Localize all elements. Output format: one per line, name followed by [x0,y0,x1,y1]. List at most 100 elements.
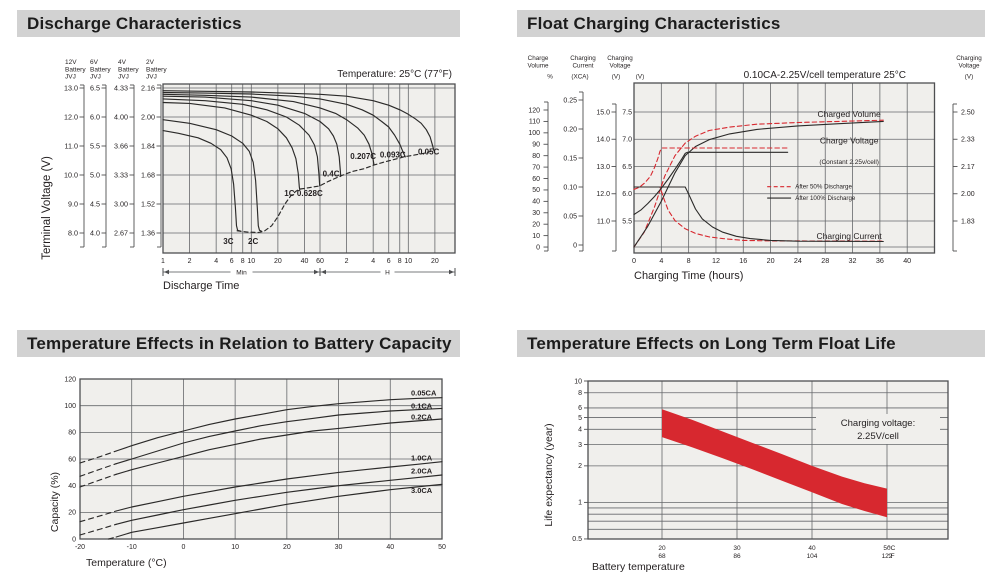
svg-text:60: 60 [68,456,76,463]
svg-text:8: 8 [687,256,691,265]
svg-text:4.5: 4.5 [90,200,100,209]
svg-text:4: 4 [214,258,218,265]
svg-text:11.0: 11.0 [597,218,610,225]
svg-text:9.0: 9.0 [68,200,78,209]
svg-text:14.0: 14.0 [596,137,610,144]
section-title: Discharge Characteristics [27,13,242,33]
svg-text:0.05: 0.05 [563,213,577,220]
svg-text:30: 30 [335,544,343,551]
section-title: Temperature Effects in Relation to Batte… [27,333,452,353]
svg-text:0: 0 [573,242,577,249]
svg-text:After 100% Discharge: After 100% Discharge [795,195,856,202]
svg-text:80: 80 [532,153,540,160]
svg-text:-20: -20 [75,544,85,551]
svg-text:10: 10 [574,378,582,385]
svg-text:8.0: 8.0 [68,229,78,238]
float-charging-characteristics-chart: Charged Volume Charge Voltage (Constant 2.… [527,55,982,282]
svg-text:JVJ: JVJ [65,74,76,81]
svg-text:50: 50 [532,187,540,194]
svg-text:0.10CA-2.25V/cell temperature: 0.10CA-2.25V/cell temperature 25°C [744,70,906,81]
svg-text:60: 60 [316,258,324,265]
svg-text:5: 5 [578,415,582,422]
svg-text:2.67: 2.67 [114,229,128,238]
svg-text:40: 40 [301,258,309,265]
svg-text:Charging voltage:: Charging voltage: [841,418,915,429]
svg-text:Battery: Battery [65,66,86,73]
svg-text:2.00: 2.00 [961,191,975,198]
svg-text:20: 20 [68,510,76,517]
svg-text:2.00: 2.00 [141,113,155,122]
life-expectancy-band [662,409,887,518]
svg-text:H: H [385,269,390,276]
svg-text:0.628C: 0.628C [297,189,323,198]
svg-text:40: 40 [386,544,394,551]
svg-text:1.68: 1.68 [141,171,155,180]
svg-text:30: 30 [733,545,741,552]
svg-text:2.50: 2.50 [961,109,975,116]
svg-text:Temperature: 25°C (77°F): Temperature: 25°C (77°F) [337,69,452,80]
svg-text:110: 110 [529,119,540,126]
svg-text:7.5: 7.5 [622,109,632,116]
section-header-float-life: Temperature Effects on Long Term Float L… [517,330,985,357]
svg-text:Charging: Charging [570,55,596,62]
svg-text:0.1CA: 0.1CA [411,401,433,410]
svg-text:Capacity (%): Capacity (%) [49,472,61,532]
svg-text:86: 86 [733,553,741,560]
svg-text:0: 0 [72,536,76,543]
svg-text:32: 32 [849,256,857,265]
svg-text:12.0: 12.0 [596,191,610,198]
svg-text:15.0: 15.0 [596,109,610,116]
svg-text:10: 10 [247,258,255,265]
svg-text:50: 50 [438,544,446,551]
svg-text:4.33: 4.33 [114,84,128,93]
svg-text:4: 4 [578,427,582,434]
svg-text:0: 0 [632,256,636,265]
svg-text:Terminal Voltage (V): Terminal Voltage (V) [41,156,53,260]
svg-text:70: 70 [532,164,540,171]
svg-text:Life expectancy (year): Life expectancy (year) [543,423,555,526]
svg-text:28: 28 [821,256,829,265]
svg-text:0.05C: 0.05C [418,148,440,157]
svg-text:40: 40 [903,256,911,265]
svg-text:0.05CA: 0.05CA [411,389,437,398]
svg-text:°C: °C [888,544,896,552]
section-header-temperature-capacity: Temperature Effects in Relation to Batte… [17,330,460,357]
svg-text:8: 8 [578,390,582,397]
svg-text:8: 8 [398,258,402,265]
svg-text:Voltage: Voltage [609,62,631,69]
svg-text:(V): (V) [965,74,973,81]
svg-text:JVJ: JVJ [90,74,101,81]
svg-text:Charge: Charge [528,55,549,62]
svg-text:0.2CA: 0.2CA [411,413,433,422]
svg-text:Charging Current: Charging Current [817,231,883,241]
svg-text:Charged Volume: Charged Volume [817,109,881,119]
svg-text:90: 90 [532,142,540,149]
svg-text:1.0CA: 1.0CA [411,453,433,462]
svg-text:6.0: 6.0 [622,191,632,198]
svg-text:3: 3 [578,442,582,449]
section-header-float-charging: Float Charging Characteristics [517,10,985,37]
svg-text:2: 2 [188,258,192,265]
svg-text:12V: 12V [65,59,77,66]
svg-text:Battery: Battery [146,66,167,73]
svg-text:2: 2 [578,463,582,470]
svg-text:40: 40 [532,199,540,206]
svg-text:0.093C: 0.093C [380,151,406,160]
svg-text:4: 4 [659,256,663,265]
svg-text:JVJ: JVJ [118,74,129,81]
svg-text:13.0: 13.0 [596,164,610,171]
svg-text:3.66: 3.66 [114,142,128,151]
svg-text:2V: 2V [146,59,155,66]
svg-text:5.5: 5.5 [622,218,632,225]
svg-text:Temperature (°C): Temperature (°C) [86,557,167,569]
svg-text:2.0CA: 2.0CA [411,467,433,476]
svg-text:6: 6 [578,405,582,412]
svg-text:36: 36 [876,256,884,265]
section-title: Temperature Effects on Long Term Float L… [527,333,896,353]
svg-text:5.5: 5.5 [90,142,100,151]
svg-text:-10: -10 [127,544,137,551]
float-life-chart: Charging voltage:2.25V/cell1086543210.52… [543,378,949,573]
svg-text:68: 68 [658,553,666,560]
svg-text:1: 1 [161,258,165,265]
svg-text:20: 20 [767,256,775,265]
